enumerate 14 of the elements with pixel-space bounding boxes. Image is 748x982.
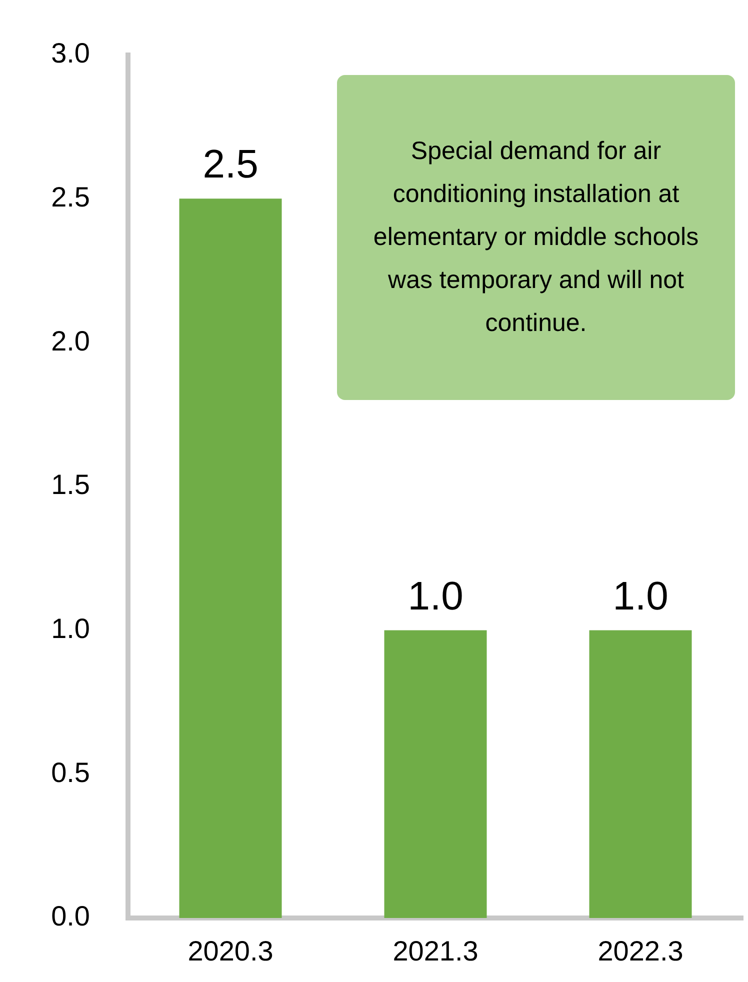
y-tick-label: 1.5 [51,469,90,500]
y-tick-label: 2.5 [51,181,90,212]
x-tick-label: 2021.3 [392,936,478,967]
y-tick-label: 0.5 [51,756,90,788]
data-label: 1.0 [408,574,464,618]
y-tick-label: 0.0 [51,900,90,932]
x-tick-label: 2020.3 [188,936,274,967]
y-tick-label: 2.0 [51,325,90,356]
y-tick-label: 3.0 [51,38,90,69]
callout-box: Special demand for air conditioning installation at elementary or middle schools was temporary and will not continue. [337,75,735,400]
data-label: 2.5 [202,142,258,187]
x-tick-label: 2022.3 [598,936,684,967]
data-label: 1.0 [612,574,668,618]
y-tick-label: 1.0 [51,612,90,644]
